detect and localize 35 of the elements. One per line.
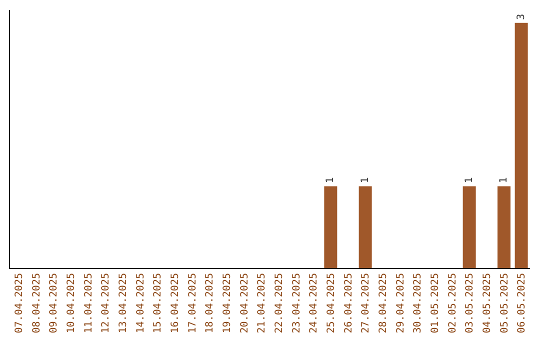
x-tick-label: 21.04.2025 bbox=[256, 273, 268, 334]
x-tick-label: 07.04.2025 bbox=[14, 273, 25, 334]
x-tick-label: 15.04.2025 bbox=[152, 273, 164, 334]
x-tick-label: 12.04.2025 bbox=[100, 273, 112, 334]
x-tick-label: 26.04.2025 bbox=[343, 273, 354, 334]
x-tick-label: 08.04.2025 bbox=[31, 273, 42, 334]
x-tick-label: 25.04.2025 bbox=[326, 273, 337, 334]
x-tick-label: 29.04.2025 bbox=[395, 273, 406, 334]
x-tick-label: 28.04.2025 bbox=[378, 273, 389, 334]
x-tick-label: 14.04.2025 bbox=[135, 273, 146, 334]
x-tick-label: 01.05.2025 bbox=[430, 273, 441, 334]
x-tick-label: 03.05.2025 bbox=[464, 273, 476, 334]
x-tick-label: 30.04.2025 bbox=[412, 273, 424, 334]
x-tick-label: 09.04.2025 bbox=[48, 273, 60, 334]
x-tick-label: 04.05.2025 bbox=[482, 273, 493, 334]
x-tick-label: 27.04.2025 bbox=[360, 273, 372, 334]
data-label: 1 bbox=[498, 177, 510, 184]
x-tick-label: 13.04.2025 bbox=[118, 273, 129, 334]
x-tick-label: 19.04.2025 bbox=[222, 273, 233, 334]
x-tick-label: 06.05.2025 bbox=[516, 273, 528, 334]
x-tick-label: 02.05.2025 bbox=[447, 273, 458, 334]
x-tick-label: 20.04.2025 bbox=[239, 273, 250, 334]
data-label: 3 bbox=[516, 14, 527, 20]
x-tick-label: 18.04.2025 bbox=[204, 273, 216, 334]
data-label: 1 bbox=[325, 177, 336, 184]
x-tick-label: 23.04.2025 bbox=[291, 273, 302, 334]
x-tick-label: 17.04.2025 bbox=[187, 273, 198, 334]
data-label: 1 bbox=[360, 177, 371, 184]
x-tick-label: 11.04.2025 bbox=[83, 273, 94, 334]
x-tick-label: 22.04.2025 bbox=[274, 273, 285, 334]
x-tick-label: 05.05.2025 bbox=[499, 273, 510, 334]
x-tick-label: 24.04.2025 bbox=[308, 273, 320, 334]
x-tick-label: 10.04.2025 bbox=[66, 273, 77, 334]
data-label: 1 bbox=[464, 177, 475, 184]
x-tick-label: 16.04.2025 bbox=[170, 273, 181, 334]
